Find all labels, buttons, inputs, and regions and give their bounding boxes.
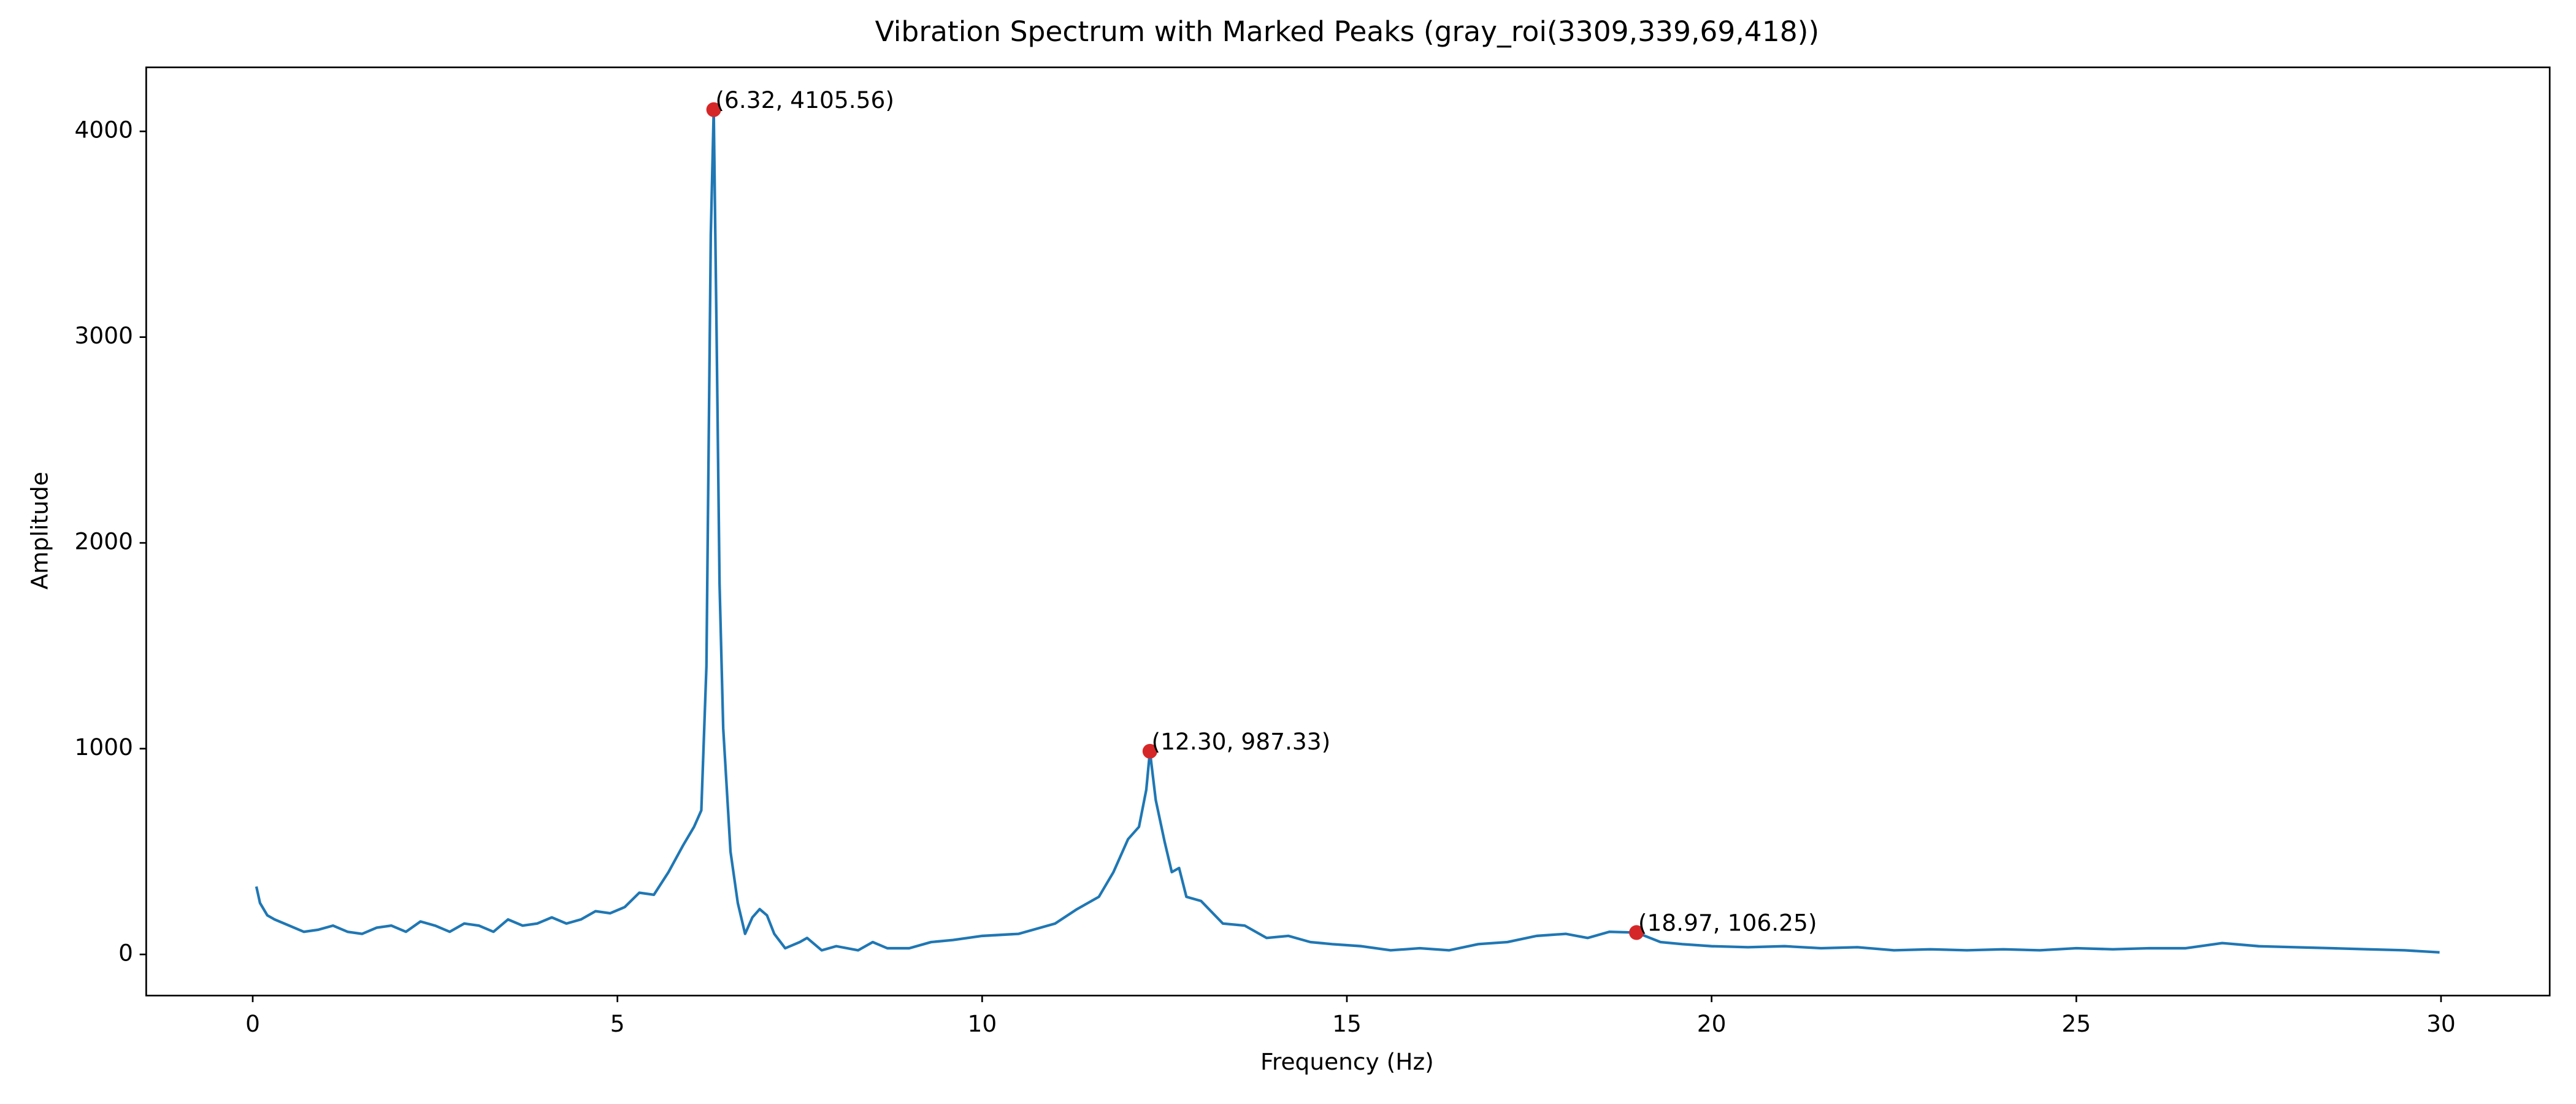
- peak-marker: [1142, 743, 1157, 759]
- y-tick-label: 0: [118, 940, 133, 967]
- x-tick-label: 25: [2061, 1010, 2091, 1037]
- x-tick-label: 15: [1332, 1010, 1362, 1037]
- y-axis-label: Amplitude: [26, 472, 53, 589]
- x-tick-label: 0: [245, 1010, 260, 1037]
- spectrum-line: [255, 108, 2440, 954]
- y-tick-label: 4000: [75, 117, 133, 144]
- peak-marker: [1629, 925, 1644, 940]
- plot-frame: [145, 66, 2551, 997]
- x-axis-label: Frequency (Hz): [1260, 1048, 1434, 1075]
- peak-annotation: (6.32, 4105.56): [715, 86, 894, 113]
- y-tick-label: 1000: [75, 734, 133, 761]
- y-tick-label: 3000: [75, 322, 133, 349]
- x-tick-label: 20: [1697, 1010, 1727, 1037]
- peak-annotation: (18.97, 106.25): [1638, 910, 1817, 937]
- x-tick-label: 10: [967, 1010, 997, 1037]
- peak-marker: [706, 102, 721, 117]
- peak-annotation: (12.30, 987.33): [1152, 728, 1331, 755]
- chart-title: Vibration Spectrum with Marked Peaks (gr…: [875, 15, 1820, 48]
- x-tick-label: 30: [2426, 1010, 2456, 1037]
- x-tick-label: 5: [610, 1010, 625, 1037]
- y-tick-label: 2000: [75, 528, 133, 555]
